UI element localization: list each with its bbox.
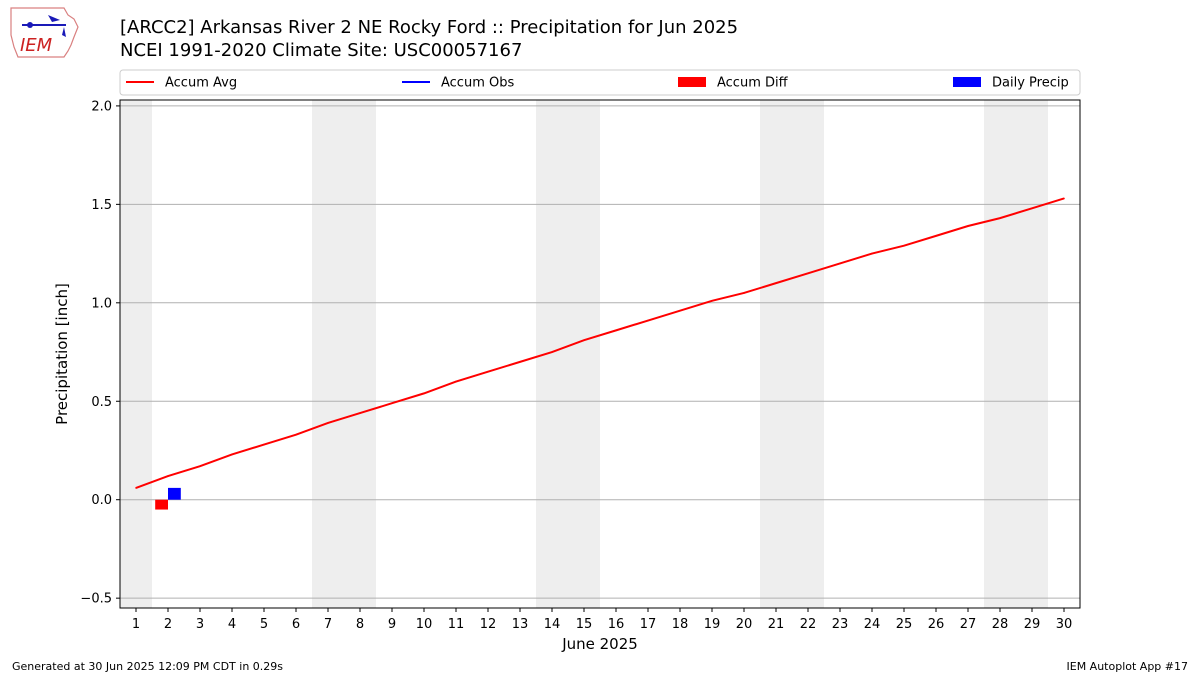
logo-text: IEM — [20, 35, 53, 56]
accum-diff-bar-0 — [155, 499, 168, 510]
legend: Accum Avg Accum Obs Accum Diff Daily Precip — [119, 69, 1081, 96]
y-axis-ticks: −0.5 0.0 0.5 1.0 1.5 2.0 — [80, 99, 120, 607]
legend-label-accum-avg: Accum Avg — [165, 76, 237, 91]
accum-avg-point-26 — [967, 225, 969, 227]
x-tick-label-14: 15 — [576, 617, 593, 632]
accum-avg-point-16 — [647, 319, 649, 322]
accum-avg-point-25 — [935, 235, 937, 237]
accum-avg-point-10 — [455, 380, 457, 383]
accum-avg-point-1 — [167, 475, 169, 477]
accum-avg-point-18 — [711, 300, 713, 302]
accum-avg-point-2 — [199, 465, 201, 468]
x-axis-ticks: 1 2 3 4 5 6 7 8 9 10 11 12 13 14 15 16 17 18 19 20 21 22 23 24 2… — [132, 608, 1072, 632]
x-tick-label-18: 19 — [704, 617, 721, 632]
y-axis-label: Precipitation [inch] — [53, 283, 71, 425]
x-tick-label-28: 29 — [1024, 617, 1041, 632]
y-tick-label-0: −0.5 — [80, 592, 112, 607]
x-tick-label-11: 12 — [480, 617, 497, 632]
grid-lines — [120, 105, 1080, 599]
x-tick-label-3: 4 — [228, 617, 236, 632]
line-marks — [135, 197, 1065, 489]
accum-avg-point-5 — [295, 433, 297, 436]
y-tick-label-1: 0.0 — [91, 493, 112, 508]
accum-avg-point-21 — [807, 272, 809, 275]
x-tick-label-6: 7 — [324, 617, 332, 632]
x-axis-label: June 2025 — [561, 635, 638, 653]
x-tick-label-5: 6 — [292, 617, 300, 632]
x-tick-label-16: 17 — [640, 617, 657, 632]
accum-avg-point-23 — [871, 252, 873, 255]
x-tick-label-22: 23 — [832, 617, 849, 632]
y-tick-label-5: 2.0 — [91, 99, 112, 114]
accum-avg-point-0 — [135, 487, 137, 489]
accum-avg-point-9 — [423, 392, 425, 395]
x-tick-label-10: 11 — [448, 617, 465, 632]
x-tick-label-15: 16 — [608, 617, 625, 632]
x-tick-label-17: 18 — [672, 617, 689, 632]
accum-avg-point-6 — [327, 422, 329, 424]
x-tick-label-27: 28 — [992, 617, 1009, 632]
accum-avg-line — [135, 197, 1065, 489]
x-tick-label-29: 30 — [1056, 617, 1073, 632]
weekend-band-0 — [120, 100, 152, 608]
accum-avg-point-27 — [999, 217, 1001, 219]
accum-avg-point-17 — [679, 309, 681, 312]
x-tick-label-12: 13 — [512, 617, 529, 632]
accum-avg-point-22 — [839, 262, 841, 265]
accum-avg-point-8 — [391, 402, 393, 405]
bar-marks — [155, 487, 181, 510]
accum-avg-point-28 — [1031, 207, 1033, 210]
weekend-band-4 — [984, 100, 1048, 608]
x-tick-label-2: 3 — [196, 617, 204, 632]
y-tick-label-2: 0.5 — [91, 395, 112, 410]
accum-avg-point-7 — [359, 412, 361, 414]
accum-avg-point-13 — [551, 351, 553, 353]
x-tick-label-9: 10 — [416, 617, 433, 632]
accum-avg-point-24 — [903, 244, 905, 247]
x-tick-label-4: 5 — [260, 617, 268, 632]
legend-label-daily-precip: Daily Precip — [992, 76, 1069, 91]
weekend-band-3 — [760, 100, 824, 608]
x-tick-label-13: 14 — [544, 617, 561, 632]
legend-box — [119, 69, 1081, 96]
legend-label-accum-diff: Accum Diff — [717, 76, 789, 91]
legend-label-accum-obs: Accum Obs — [441, 76, 514, 91]
logo-station-dot — [27, 22, 33, 28]
accum-avg-point-15 — [615, 329, 617, 332]
weekend-band-1 — [312, 100, 376, 608]
accum-avg-point-14 — [583, 339, 585, 342]
accum-avg-point-3 — [231, 453, 233, 456]
legend-swatch-daily-precip — [953, 77, 981, 87]
app-credit: IEM Autoplot App #17 — [1066, 660, 1189, 673]
accum-avg-point-20 — [775, 282, 777, 284]
x-tick-label-26: 27 — [960, 617, 977, 632]
x-tick-label-25: 26 — [928, 617, 945, 632]
x-tick-label-1: 2 — [164, 617, 172, 632]
y-tick-label-4: 1.5 — [91, 198, 112, 213]
accum-avg-point-11 — [487, 370, 489, 373]
generated-timestamp: Generated at 30 Jun 2025 12:09 PM CDT in… — [12, 660, 284, 673]
legend-swatch-accum-diff — [678, 77, 706, 87]
accum-avg-point-19 — [743, 292, 745, 294]
weekend-bands — [120, 100, 1048, 608]
y-tick-label-3: 1.0 — [91, 296, 112, 311]
x-tick-label-23: 24 — [864, 617, 881, 632]
x-tick-label-21: 22 — [800, 617, 817, 632]
iem-logo: IEM — [10, 7, 79, 58]
daily-precip-bar-0 — [168, 487, 181, 500]
x-tick-label-8: 9 — [388, 617, 396, 632]
accum-avg-point-4 — [263, 443, 265, 446]
accum-avg-point-29 — [1063, 197, 1065, 200]
x-tick-label-19: 20 — [736, 617, 753, 632]
plot-frame — [119, 99, 1081, 609]
x-tick-label-24: 25 — [896, 617, 913, 632]
chart-subtitle: NCEI 1991-2020 Climate Site: USC00057167 — [120, 40, 523, 61]
chart-title: [ARCC2] Arkansas River 2 NE Rocky Ford :… — [120, 17, 739, 38]
x-tick-label-0: 1 — [132, 617, 140, 632]
x-tick-label-20: 21 — [768, 617, 785, 632]
iowa-state-outline — [10, 7, 79, 58]
accum-avg-point-12 — [519, 361, 521, 363]
x-tick-label-7: 8 — [356, 617, 364, 632]
